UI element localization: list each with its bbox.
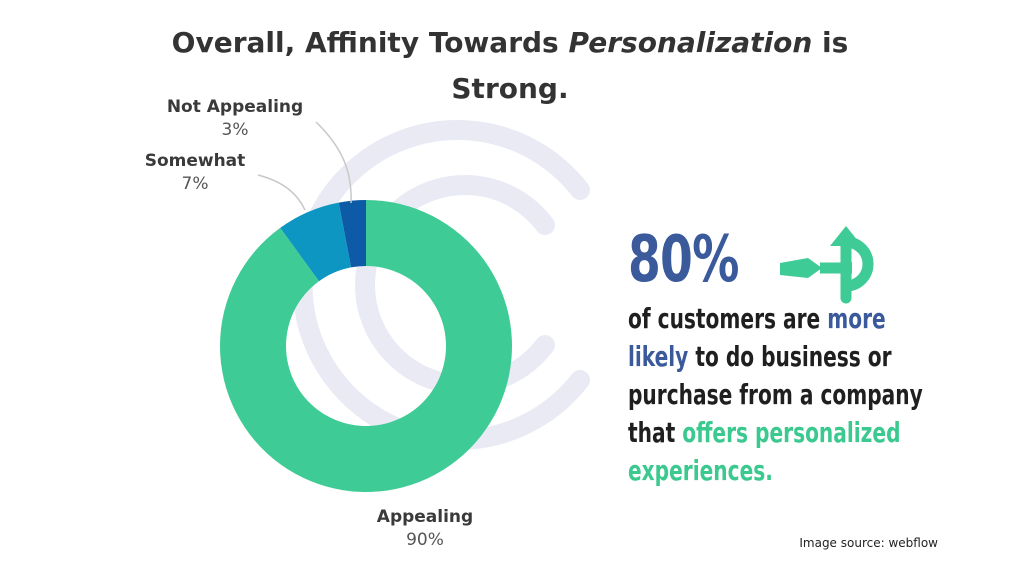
stat-line-2-highlight: likely (628, 340, 689, 373)
stat-line-1: of customers are more (628, 300, 932, 338)
slice-name-not-appealing: Not Appealing (166, 97, 304, 117)
label-leader-lines (257, 121, 352, 211)
stat-line-4-text: that (628, 416, 683, 449)
donut-slice-appealing (220, 200, 513, 492)
stat-description: of customers are more likely to do busin… (628, 300, 932, 490)
stat-line-1-text: of customers are (628, 302, 828, 335)
title-part-2: is Strong. (451, 26, 849, 105)
slice-value-somewhat: 7% (181, 174, 209, 194)
title-emphasis: Personalization (568, 26, 813, 59)
stat-line-4-highlight: offers personalized (682, 416, 901, 449)
slice-value-not-appealing: 3% (221, 120, 249, 140)
donut-slice-not-appealing (338, 200, 366, 268)
stat-line-2: likely to do business or (628, 338, 932, 376)
donut-slice-somewhat (280, 202, 352, 282)
arrow-graphic (780, 226, 874, 304)
image-source: Image source: webflow (799, 536, 938, 550)
stat-line-3: purchase from a company (628, 378, 923, 411)
stat-line-5: experiences. (628, 454, 773, 487)
slice-name-appealing: Appealing (376, 507, 474, 527)
slice-value-appealing: 90% (406, 530, 444, 550)
leader-line-somewhat (257, 174, 306, 211)
slice-name-somewhat: Somewhat (144, 151, 246, 171)
title-part-1: Overall, Affinity Towards (171, 26, 569, 59)
label-somewhat: Somewhat 7% (130, 150, 260, 196)
stat-line-4: that offers personalized (628, 414, 932, 452)
donut-chart (220, 200, 513, 492)
page-title: Overall, Affinity Towards Personalizatio… (150, 20, 870, 112)
label-appealing: Appealing 90% (355, 506, 495, 552)
stat-line-2-text: to do business or (688, 340, 892, 373)
leader-line-not-appealing (315, 121, 352, 204)
label-not-appealing: Not Appealing 3% (150, 96, 320, 142)
stat-value: 80% (628, 223, 739, 297)
stat-line-1-highlight: more (827, 302, 886, 335)
stat-callout: 80% of customers are more likely to do b… (628, 222, 1008, 490)
